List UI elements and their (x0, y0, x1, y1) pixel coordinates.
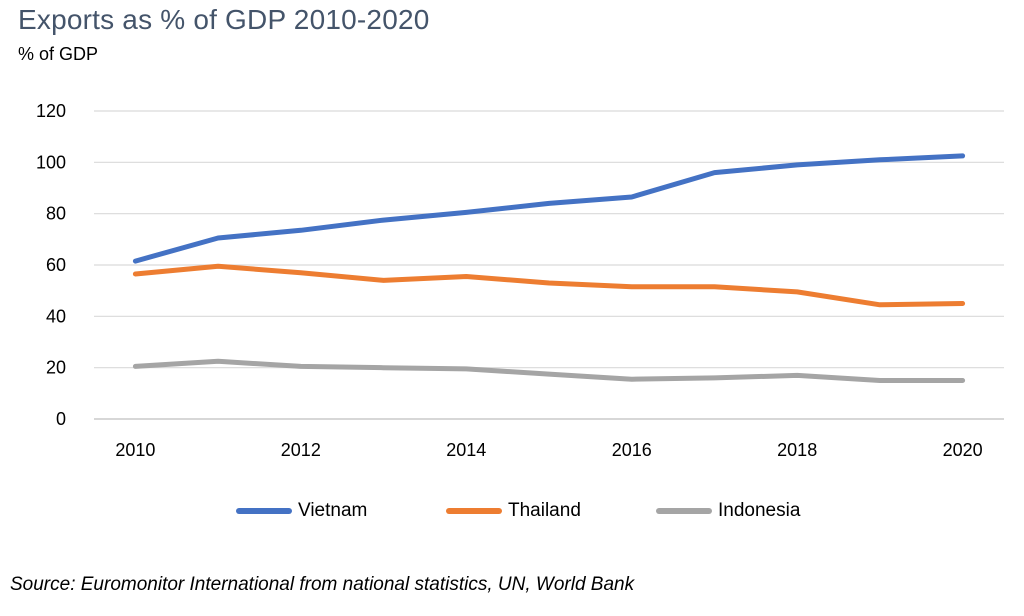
y-tick-label-20: 20 (46, 358, 66, 378)
x-tick-label-2014: 2014 (446, 440, 486, 460)
legend-swatch-vietnam (236, 508, 292, 514)
series-line-vietnam (132, 153, 966, 264)
legend-item-indonesia: Indonesia (656, 498, 800, 524)
legend-item-thailand: Thailand (446, 498, 581, 524)
legend-label-vietnam: Vietnam (298, 500, 368, 521)
series-line-indonesia (132, 358, 966, 383)
x-tick-label-2018: 2018 (777, 440, 817, 460)
y-tick-label-0: 0 (56, 409, 66, 429)
x-tick-label-2010: 2010 (115, 440, 155, 460)
legend-label-indonesia: Indonesia (718, 500, 801, 521)
source-note: Source: Euromonitor International from n… (10, 574, 635, 595)
y-tick-label-120: 120 (36, 101, 66, 121)
y-tick-labels: 0 20 40 60 80 100 120 (36, 101, 66, 429)
legend-item-vietnam: Vietnam (236, 498, 367, 524)
y-tick-label-100: 100 (36, 152, 66, 172)
chart-title: Exports as % of GDP 2010-2020 (18, 4, 430, 35)
x-tick-label-2012: 2012 (281, 440, 321, 460)
y-tick-label-40: 40 (46, 306, 66, 326)
y-tick-label-80: 80 (46, 204, 66, 224)
x-tick-labels: 2010 2012 2014 2016 2018 2020 (115, 440, 982, 460)
series-line-thailand (132, 263, 966, 308)
x-tick-label-2020: 2020 (943, 440, 983, 460)
legend: Vietnam Thailand Indonesia (0, 498, 1024, 524)
legend-label-thailand: Thailand (508, 500, 581, 521)
series-lines (132, 153, 966, 383)
x-tick-label-2016: 2016 (612, 440, 652, 460)
legend-swatch-thailand (446, 508, 502, 514)
y-axis-unit-label: % of GDP (18, 44, 99, 64)
legend-swatch-indonesia (656, 508, 712, 514)
gridlines (94, 110, 1004, 420)
y-tick-label-60: 60 (46, 255, 66, 275)
